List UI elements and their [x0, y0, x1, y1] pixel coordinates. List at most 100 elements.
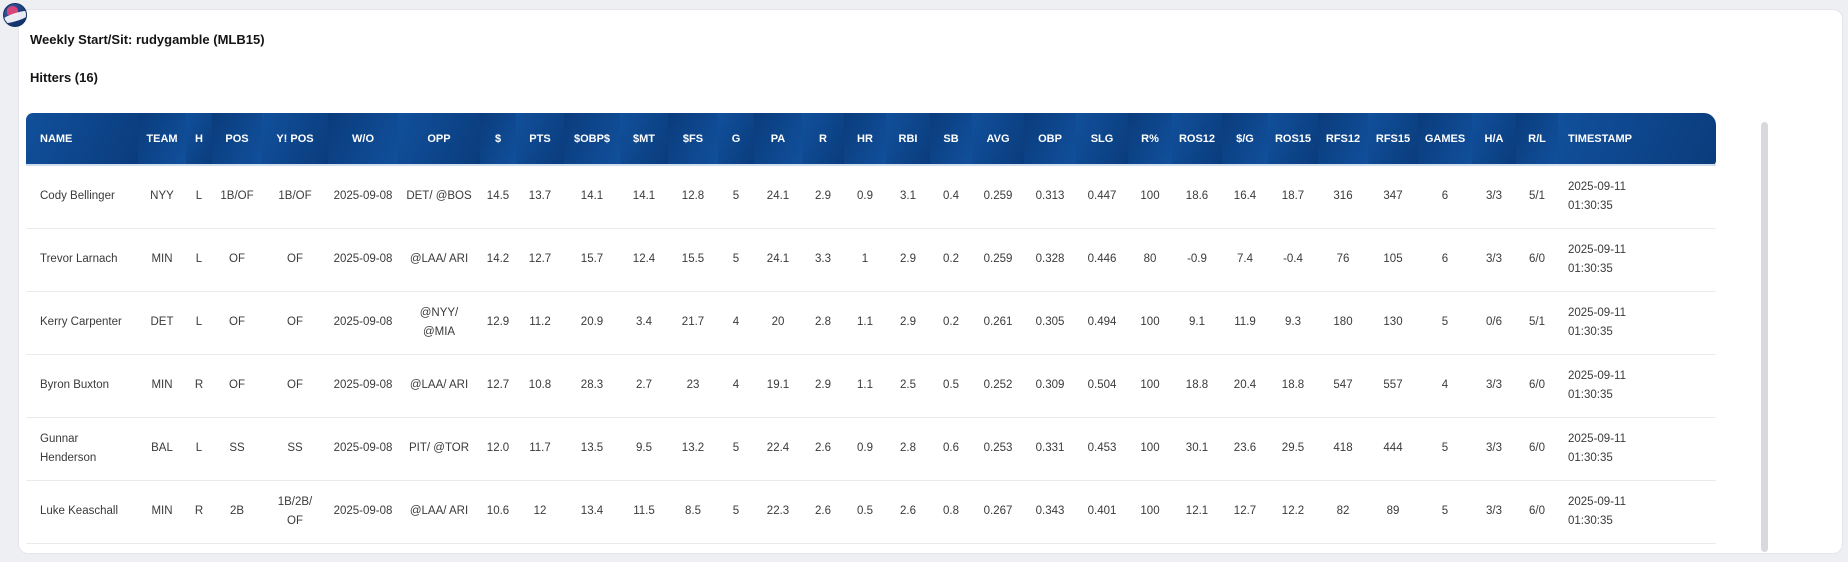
cell-rfs12: 418 [1318, 417, 1368, 481]
cell-w-o: 2025-09-08 [328, 354, 398, 418]
cell-rbi: 2.9 [886, 291, 930, 355]
cell-r-l: 6/0 [1516, 228, 1558, 292]
cell-value: 100 [1140, 378, 1160, 391]
cell-r-l: 5/1 [1516, 291, 1558, 355]
cell-obp: 28.3 [564, 354, 620, 418]
cell-slg: 0.453 [1076, 417, 1128, 481]
cell-value: 6 [1441, 190, 1449, 202]
cell-mt: 2.7 [620, 354, 668, 418]
column-header-games[interactable]: GAMES [1418, 113, 1472, 166]
cell-col7: 14.5 [480, 165, 516, 229]
column-header-w-o[interactable]: W/O [328, 113, 398, 166]
cell-value: OF [229, 378, 245, 391]
column-header-name[interactable]: NAME [26, 113, 138, 166]
column-header-ros12[interactable]: ROS12 [1172, 113, 1222, 166]
cell-value: -0.9 [1187, 252, 1207, 265]
cell-hr: 1 [844, 228, 886, 292]
column-header-h[interactable]: H [186, 113, 212, 166]
column-header-pos[interactable]: POS [212, 113, 262, 166]
cell-value: 2025-09-08 [333, 190, 393, 202]
cell-col7: 14.2 [480, 228, 516, 292]
column-header-r-l[interactable]: R/L [1516, 113, 1558, 166]
cell-value: 10.8 [528, 378, 552, 391]
cell-value: R [194, 504, 204, 517]
column-header-rfs12[interactable]: RFS12 [1318, 113, 1368, 166]
column-header-r[interactable]: R% [1128, 113, 1172, 166]
cell-value: 0.313 [1035, 190, 1065, 202]
column-header-mt[interactable]: $MT [620, 113, 668, 166]
cell-value: BAL [151, 441, 173, 454]
site-logo-icon[interactable] [3, 3, 27, 27]
cell-value: 0.5 [943, 378, 959, 391]
cell-value: 100 [1140, 315, 1160, 328]
column-header-rbi[interactable]: RBI [886, 113, 930, 166]
cell-value: 89 [1386, 504, 1400, 517]
column-header-obp[interactable]: $OBP$ [564, 113, 620, 166]
column-header-team[interactable]: TEAM [138, 113, 186, 166]
cell-value: 2025-09-08 [333, 504, 393, 517]
cell-value: 0.2 [943, 315, 959, 328]
cell-value: OF [229, 252, 245, 265]
cell-mt: 3.4 [620, 291, 668, 355]
column-header-g[interactable]: $/G [1222, 113, 1268, 166]
cell-fs: 8.5 [668, 480, 718, 544]
cell-h: L [186, 165, 212, 229]
cell-opp: PIT/ @TOR [398, 417, 480, 481]
cell-h: L [186, 417, 212, 481]
cell-value: 2025-09-11 01:30:35 [1568, 243, 1626, 275]
cell-slg: 0.447 [1076, 165, 1128, 229]
cell-rfs15: 347 [1368, 165, 1418, 229]
cell-h: R [186, 354, 212, 418]
cell-pts: 12 [516, 480, 564, 544]
column-header-h-a[interactable]: H/A [1472, 113, 1516, 166]
cell-value: OF [287, 315, 303, 328]
cell-team: NYY [138, 165, 186, 229]
cell-ros15: -0.4 [1268, 228, 1318, 292]
cell-value: Kerry Carpenter [40, 315, 122, 328]
column-header-hr[interactable]: HR [844, 113, 886, 166]
column-header-obp[interactable]: OBP [1024, 113, 1076, 166]
cell-rbi: 2.9 [886, 228, 930, 292]
cell-team: MIN [138, 228, 186, 292]
cell-value: 2B [229, 504, 245, 517]
cell-slg: 0.504 [1076, 354, 1128, 418]
column-header-y-pos[interactable]: Y! POS [262, 113, 328, 166]
table-scrollbar[interactable] [1761, 122, 1768, 552]
column-header-rfs15[interactable]: RFS15 [1368, 113, 1418, 166]
column-header-fs[interactable]: $FS [668, 113, 718, 166]
column-header-pts[interactable]: PTS [516, 113, 564, 166]
column-header-timestamp[interactable]: TIMESTAMP [1558, 113, 1716, 166]
cell-value: 1B/OF [220, 190, 254, 202]
column-header-ros15[interactable]: ROS15 [1268, 113, 1318, 166]
column-header-opp[interactable]: OPP [398, 113, 480, 166]
column-header-avg[interactable]: AVG [972, 113, 1024, 166]
column-header-slg[interactable]: SLG [1076, 113, 1128, 166]
cell-value: @LAA/ ARI [409, 504, 469, 517]
table-header-row: NAME TEAM H POS Y! POS W/O OPP $ PTS $OBP$ $MT $FS G… [26, 113, 1716, 166]
cell-hr: 1.1 [844, 291, 886, 355]
cell-ros15: 18.7 [1268, 165, 1318, 229]
column-header-r[interactable]: R [802, 113, 844, 166]
cell-hr: 0.5 [844, 480, 886, 544]
cell-value: 0.5 [857, 504, 873, 517]
cell-value: 20 [771, 315, 785, 328]
cell-value: @NYY/ @MIA [419, 306, 459, 338]
column-header-sb[interactable]: SB [930, 113, 972, 166]
cell-r-l: 6/0 [1516, 480, 1558, 544]
cell-avg: 0.267 [972, 480, 1024, 544]
cell-value: OF [229, 315, 245, 328]
column-header-col7[interactable]: $ [480, 113, 516, 166]
cell-value: DET/ @BOS [406, 190, 472, 202]
cell-value: 3/3 [1486, 378, 1502, 391]
cell-pos: SS [212, 417, 262, 481]
cell-r-l: 5/1 [1516, 165, 1558, 229]
cell-timestamp: 2025-09-11 01:30:35 [1558, 417, 1716, 481]
cell-rfs12: 180 [1318, 291, 1368, 355]
column-header-g[interactable]: G [718, 113, 754, 166]
cell-obp: 0.343 [1024, 480, 1076, 544]
column-header-pa[interactable]: PA [754, 113, 802, 166]
cell-team: MIN [138, 354, 186, 418]
cell-w-o: 2025-09-08 [328, 291, 398, 355]
cell-value: 21.7 [681, 315, 705, 328]
cell-avg: 0.259 [972, 165, 1024, 229]
